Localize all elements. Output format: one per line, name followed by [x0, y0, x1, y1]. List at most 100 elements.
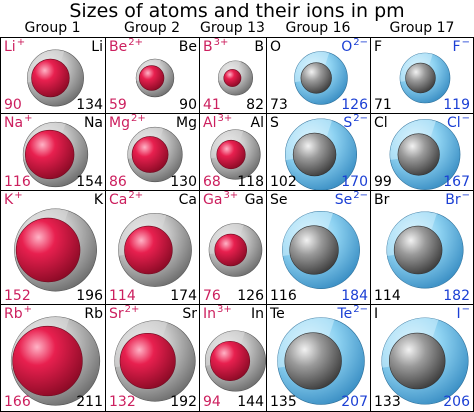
sphere-illustration — [208, 223, 263, 277]
cation-radius: 114 — [109, 288, 136, 304]
anion-radius: 184 — [341, 288, 368, 304]
anion-symbol-text: I — [456, 306, 461, 322]
anion-radius: 126 — [341, 97, 368, 113]
cation-symbol-text: Li — [4, 39, 16, 55]
atom-symbol: Se — [270, 192, 288, 208]
cation-symbol-text: B — [203, 39, 213, 55]
cation-sphere — [12, 325, 83, 397]
anion-symbol-text: S — [343, 115, 353, 131]
cation-radius: 166 — [4, 394, 31, 410]
element-cell-b: B3+ B 41 82 — [199, 37, 267, 114]
atom-symbol: Mg — [176, 115, 197, 131]
sphere-illustration — [204, 330, 267, 392]
atom-radius: 126 — [237, 288, 264, 304]
atom-radius: 174 — [170, 288, 197, 304]
cation-charge: 3+ — [217, 113, 233, 124]
cation-charge: 2+ — [124, 304, 140, 315]
sphere-illustration — [282, 211, 360, 289]
atom-radius: 196 — [76, 288, 103, 304]
anion-charge: 2− — [353, 190, 368, 201]
cation-symbol: K+ — [4, 191, 23, 208]
sphere-illustration — [27, 49, 84, 107]
anion-charge: − — [461, 190, 470, 201]
sphere-illustration — [118, 213, 192, 287]
cation-symbol-text: K — [4, 192, 14, 208]
element-cell-i: I I− 133 206 — [370, 304, 474, 412]
atom-symbol: Sr — [182, 306, 197, 322]
cation-symbol-text: Ca — [109, 192, 128, 208]
anion-charge: − — [461, 37, 470, 48]
cation-sphere — [124, 225, 173, 275]
element-cell-f: F F− 71 119 — [370, 37, 474, 114]
element-cell-li: Li+ Li 90 134 — [0, 37, 106, 114]
cation-radius: 94 — [203, 394, 221, 410]
sphere-illustration — [135, 58, 175, 98]
cation-charge: 3+ — [223, 190, 239, 201]
sphere-illustration — [294, 51, 348, 105]
anion-symbol: S2− — [343, 113, 368, 131]
atom-symbol: Li — [91, 39, 103, 55]
sphere-illustration — [217, 60, 254, 96]
anion-radius: 206 — [443, 394, 470, 410]
atom-sphere — [393, 225, 443, 275]
atom-symbol: Al — [250, 115, 264, 131]
cation-symbol: B3+ — [203, 37, 229, 55]
cation-radius: 68 — [203, 174, 221, 190]
atom-radius: 211 — [76, 394, 103, 410]
atom-symbol: B — [254, 39, 264, 55]
cation-charge: 2+ — [128, 37, 143, 48]
atom-radius: 133 — [374, 394, 401, 410]
sphere-illustration — [10, 316, 101, 406]
atom-symbol: Ca — [178, 192, 197, 208]
cation-symbol-text: Na — [4, 115, 24, 131]
atom-symbol: F — [374, 39, 383, 55]
sphere-illustration — [389, 119, 461, 190]
sphere-illustration — [22, 121, 89, 188]
cation-sphere — [131, 136, 169, 173]
group-header: Group 2 — [124, 20, 180, 36]
cation-charge: 3+ — [213, 37, 229, 48]
element-cell-na: Na+ Na 116 154 — [0, 113, 106, 191]
atom-radius: 134 — [76, 97, 103, 113]
group-header: Group 16 — [285, 20, 351, 36]
anion-radius: 182 — [443, 288, 470, 304]
atom-radius: 114 — [374, 288, 401, 304]
atom-radius: 71 — [374, 97, 392, 113]
cation-charge: + — [24, 113, 33, 124]
atom-sphere — [397, 133, 440, 176]
atom-radius: 130 — [170, 174, 197, 190]
cation-symbol: Sr2+ — [109, 304, 140, 322]
chart-title: Sizes of atoms and their ions in pm — [69, 0, 405, 22]
atom-symbol: Rb — [84, 306, 103, 322]
cation-symbol: Ga3+ — [203, 190, 239, 208]
cation-radius: 59 — [109, 97, 127, 113]
atom-symbol: Cl — [374, 115, 388, 131]
anion-charge: 2− — [353, 37, 368, 48]
atom-radius: 116 — [270, 288, 297, 304]
cation-radius: 86 — [109, 174, 127, 190]
group-header: Group 1 — [24, 20, 81, 36]
cation-charge: + — [16, 37, 26, 48]
anion-symbol: F− — [453, 37, 470, 55]
anion-charge: 2− — [353, 304, 368, 315]
anion-symbol-text: Se — [334, 192, 353, 208]
cation-symbol: Rb+ — [4, 305, 32, 322]
atom-symbol: I — [374, 306, 379, 322]
anion-charge: 2− — [353, 113, 368, 124]
anion-charge: − — [461, 304, 470, 315]
anion-symbol-text: Te — [337, 306, 353, 322]
cation-symbol-text: Al — [203, 115, 217, 131]
cation-sphere — [15, 217, 81, 283]
atom-symbol: K — [93, 192, 103, 208]
atom-sphere — [388, 332, 446, 390]
atom-symbol: S — [270, 115, 279, 131]
sphere-illustration — [210, 129, 261, 180]
atom-radius: 192 — [170, 394, 197, 410]
element-cell-ga: Ga3+ Ga 76 126 — [199, 190, 267, 305]
element-cell-be: Be2+ Be 59 90 — [105, 37, 200, 114]
anion-symbol-text: O — [341, 39, 353, 55]
cation-symbol-text: Rb — [4, 306, 23, 322]
anion-charge: − — [461, 113, 470, 124]
cation-radius: 116 — [4, 174, 31, 190]
atom-radius: 135 — [270, 394, 297, 410]
